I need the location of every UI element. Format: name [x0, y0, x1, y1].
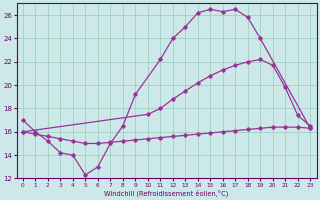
X-axis label: Windchill (Refroidissement éolien,°C): Windchill (Refroidissement éolien,°C) — [104, 189, 229, 197]
